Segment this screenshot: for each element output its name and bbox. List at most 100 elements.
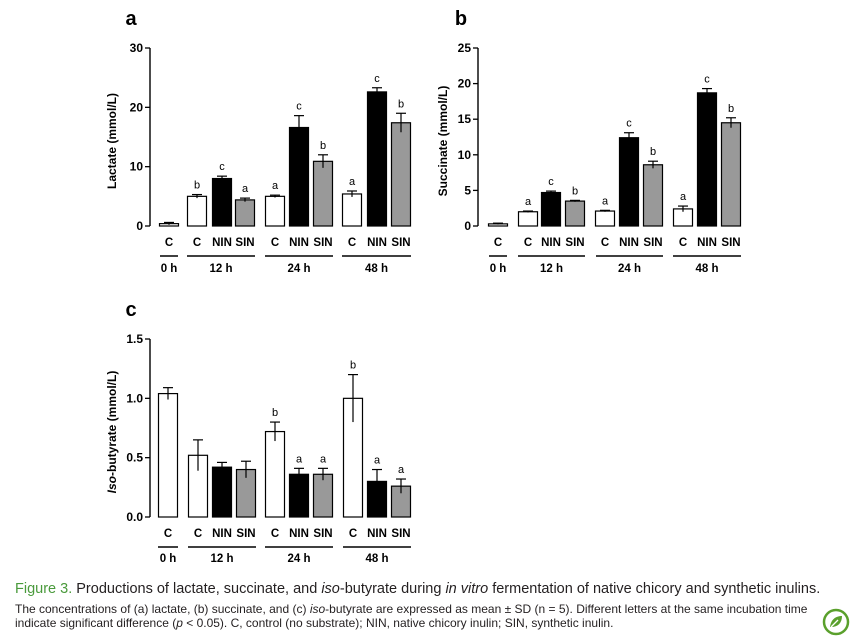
y-tick-label: 1.5	[126, 332, 143, 346]
bar	[618, 137, 640, 227]
x-category-label: NIN	[289, 528, 309, 540]
y-axis-label-text: Lactate (mmol/L)	[105, 93, 119, 189]
y-tick-label: 0	[136, 219, 143, 233]
x-category-label: C	[271, 237, 279, 249]
significance-letter: b	[398, 98, 404, 110]
caption-figure-label: Figure 3.	[15, 581, 73, 597]
significance-letter: b	[194, 180, 200, 192]
significance-letter: a	[272, 180, 279, 192]
significance-letter: a	[242, 183, 249, 195]
significance-letter: a	[525, 196, 532, 208]
caption-title: Figure 3. Productions of lactate, succin…	[15, 581, 821, 597]
x-category-label: NIN	[289, 237, 309, 249]
bar	[312, 160, 334, 227]
significance-letter: b	[650, 146, 656, 158]
bar	[264, 195, 286, 227]
significance-letter: b	[572, 185, 578, 197]
x-category-label: C	[494, 237, 502, 249]
bar	[234, 199, 256, 227]
bar	[288, 473, 310, 518]
y-tick-label: 0.0	[126, 510, 143, 524]
x-category-label: SIN	[721, 237, 740, 249]
x-group-label: 0 h	[160, 553, 177, 565]
x-category-label: C	[271, 528, 279, 540]
x-category-label: SIN	[236, 528, 255, 540]
x-group-label: 0 h	[490, 263, 507, 275]
figure-caption: Figure 3. Productions of lactate, succin…	[15, 580, 845, 630]
y-axis-label: Succinate (mmol/L)	[436, 86, 450, 197]
bar	[366, 91, 388, 227]
x-category-label: C	[524, 237, 532, 249]
panel-letter: c	[125, 299, 136, 321]
x-group-label: 12 h	[540, 263, 563, 275]
significance-letter: c	[374, 73, 380, 85]
x-category-label: C	[164, 528, 172, 540]
bar	[341, 193, 363, 227]
significance-letter: a	[320, 453, 327, 465]
y-tick-label: 10	[130, 160, 144, 174]
y-tick-label: 10	[458, 148, 472, 162]
significance-letter: a	[374, 455, 381, 467]
x-group-label: 48 h	[695, 263, 718, 275]
x-category-label: C	[348, 237, 356, 249]
x-category-label: C	[679, 237, 687, 249]
x-category-label: SIN	[313, 237, 332, 249]
panel-letter: b	[455, 8, 467, 30]
significance-letter: a	[296, 453, 303, 465]
significance-letter: b	[272, 407, 278, 419]
bar	[642, 164, 664, 227]
x-category-label: SIN	[313, 528, 332, 540]
x-group-label: 12 h	[209, 263, 232, 275]
x-category-label: NIN	[212, 528, 232, 540]
bar	[540, 191, 562, 227]
y-axis-label: Lactate (mmol/L)	[105, 93, 119, 189]
x-category-label: SIN	[643, 237, 662, 249]
bar	[517, 211, 539, 227]
panel-c: c 0.0 0.5 1.0 1.5 Iso-butyrate (mmol/L) C C NIN S…	[105, 299, 412, 565]
bar	[720, 122, 742, 227]
x-group-label: 24 h	[618, 263, 641, 275]
x-group-label: 24 h	[287, 263, 310, 275]
y-tick-label: 30	[130, 41, 144, 55]
caption-body: The concentrations of (a) lactate, (b) s…	[15, 602, 845, 630]
y-tick-label: 1.0	[126, 391, 143, 405]
panel-b: b 0 5 10 15 20 25 Succinate (mmol/L) Ca Cc NIN b SIN…	[436, 8, 742, 275]
x-category-label: SIN	[391, 237, 410, 249]
x-category-label: SIN	[565, 237, 584, 249]
significance-letter: b	[350, 360, 356, 372]
x-category-label: NIN	[212, 237, 232, 249]
y-tick-label: 20	[458, 77, 472, 91]
significance-letter: b	[320, 140, 326, 152]
x-group-label: 24 h	[287, 553, 310, 565]
significance-letter: c	[626, 118, 632, 130]
x-category-label: C	[194, 528, 202, 540]
y-tick-label: 20	[130, 100, 144, 114]
leaf-logo-icon	[822, 608, 850, 636]
x-group-label: 0 h	[161, 263, 178, 275]
significance-letter: a	[349, 176, 356, 188]
bar	[390, 122, 412, 227]
bar	[157, 392, 179, 518]
bar	[264, 430, 286, 518]
x-category-label: NIN	[367, 237, 387, 249]
panel-letter: a	[125, 8, 137, 30]
significance-letter: c	[548, 176, 554, 188]
x-group-label: 48 h	[365, 263, 388, 275]
y-axis-label-italic: Iso	[105, 476, 119, 493]
x-category-label: C	[193, 237, 201, 249]
bar	[594, 210, 616, 227]
bar	[186, 195, 208, 227]
bar	[696, 92, 718, 227]
significance-letter: b	[728, 103, 734, 115]
x-category-label: SIN	[235, 237, 254, 249]
significance-letter: a	[602, 195, 609, 207]
significance-letter: a	[680, 191, 687, 203]
x-category-label: C	[601, 237, 609, 249]
bar	[564, 200, 586, 227]
y-axis-label-text: Succinate (mmol/L)	[436, 86, 450, 197]
caption-body-line-1: The concentrations of (a) lactate, (b) s…	[15, 602, 808, 616]
y-tick-label: 5	[464, 183, 471, 197]
y-axis-label: Iso-butyrate (mmol/L)	[105, 371, 119, 494]
significance-letter: c	[219, 161, 225, 173]
